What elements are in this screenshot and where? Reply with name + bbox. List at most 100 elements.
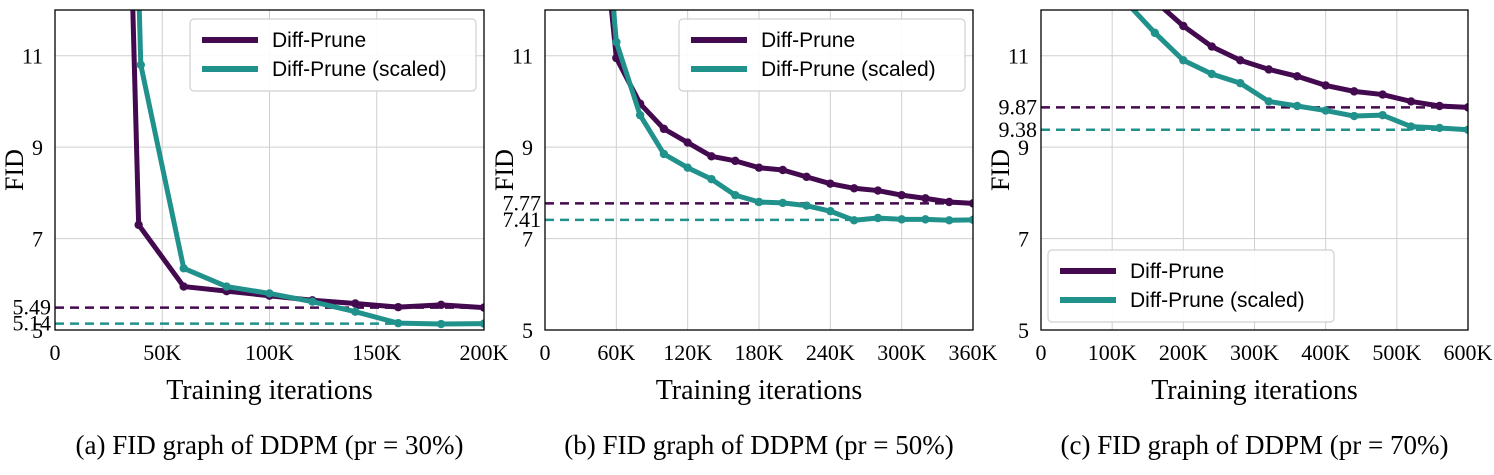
reference-line-label: 7.41 <box>503 207 542 232</box>
x-tick-label: 200K <box>460 340 509 365</box>
x-tick-label: 400K <box>1301 340 1350 365</box>
data-point <box>826 179 835 188</box>
plot-area <box>545 10 973 225</box>
data-point <box>683 163 692 172</box>
x-tick-label: 0 <box>50 340 61 365</box>
data-point <box>802 172 811 182</box>
data-point <box>136 60 145 70</box>
data-point <box>179 282 188 291</box>
data-point <box>849 216 859 225</box>
chart-panel-2: 0 60K 120K 180K 240K 300K 360K 5 7 9 11 Training it… <box>490 9 998 460</box>
data-point <box>635 110 645 120</box>
data-point <box>1406 122 1416 131</box>
reference-line-label: 5.49 <box>13 295 52 320</box>
series-line <box>1130 10 1468 133</box>
chart-panel-3: 0 100K 200K 300K 400K 500K 600K 5 7 9 11 Training i… <box>986 0 1493 460</box>
y-tick-label: 11 <box>512 44 533 69</box>
data-point <box>265 289 274 298</box>
chart-caption: (c) FID graph of DDPM (pr = 70%) <box>1061 430 1449 460</box>
data-point <box>436 300 446 310</box>
data-point <box>659 124 669 134</box>
legend-label: Diff-Prune <box>1130 260 1224 283</box>
data-point <box>179 264 188 273</box>
data-point <box>1435 101 1444 111</box>
reference-line-label: 9.87 <box>999 94 1038 119</box>
y-tick-label: 7 <box>1018 227 1029 252</box>
data-point <box>351 299 360 308</box>
plot-area <box>55 10 484 329</box>
x-axis-label: Training iterations <box>166 375 373 406</box>
y-axis-label: FID <box>0 149 29 191</box>
data-point <box>436 319 446 329</box>
data-point <box>1236 56 1245 65</box>
series-line <box>1161 10 1468 110</box>
x-axis-label: Training iterations <box>656 375 863 406</box>
data-point <box>1151 0 1159 5</box>
data-point <box>1463 125 1468 134</box>
data-point <box>1179 21 1188 31</box>
data-point <box>1293 101 1302 111</box>
data-point <box>394 302 403 312</box>
data-point <box>921 194 930 203</box>
legend-label: Diff-Prune (scaled) <box>272 58 447 81</box>
x-tick-label: 100K <box>1088 340 1137 365</box>
x-axis-label: Training iterations <box>1151 375 1358 406</box>
data-point <box>308 297 317 306</box>
data-point <box>897 215 906 224</box>
x-tick-label: 50K <box>143 340 181 365</box>
data-point <box>897 190 906 200</box>
data-point <box>826 206 835 216</box>
data-point <box>707 152 716 161</box>
x-tick-label: 0 <box>1036 340 1047 365</box>
plot-frame <box>1040 9 1469 331</box>
legend-box <box>1047 249 1335 323</box>
x-tick-label: 120K <box>663 340 712 365</box>
data-point <box>1293 72 1302 81</box>
legend-label: Diff-Prune <box>761 29 855 52</box>
data-point <box>945 216 954 225</box>
y-tick-label: 9 <box>522 135 533 160</box>
data-point <box>394 318 403 328</box>
x-tick-label: 240K <box>806 340 855 365</box>
chart-caption: (b) FID graph of DDPM (pr = 50%) <box>564 430 953 460</box>
legend: Diff-Prune Diff-Prune (scaled) <box>678 18 966 92</box>
plot-frame <box>544 9 974 331</box>
data-point <box>778 198 787 208</box>
y-tick-label: 9 <box>1018 135 1029 160</box>
plot-area <box>1041 0 1468 134</box>
y-tick-label: 7 <box>32 227 43 252</box>
x-tick-label: 150K <box>352 340 401 365</box>
legend-label: Diff-Prune (scaled) <box>1130 289 1305 312</box>
data-point <box>1321 81 1330 90</box>
data-point <box>968 199 973 208</box>
data-point <box>968 215 973 225</box>
data-point <box>731 190 740 200</box>
data-point <box>1349 87 1359 96</box>
y-tick-label: 11 <box>1008 44 1029 69</box>
data-point <box>1435 123 1444 133</box>
data-point <box>1179 56 1188 65</box>
legend: Diff-Prune Diff-Prune (scaled) <box>1047 249 1335 323</box>
x-tick-label: 300K <box>1230 340 1279 365</box>
data-point <box>754 163 764 172</box>
data-point <box>1150 28 1160 38</box>
data-point <box>1406 97 1416 106</box>
data-point <box>802 201 811 210</box>
x-tick-label: 60K <box>597 340 635 365</box>
data-point <box>873 186 883 195</box>
series-line <box>136 10 484 327</box>
chart-panel-1: 0 50K 100K 150K 200K 5 7 9 11 Training iterations… <box>0 9 509 460</box>
data-point <box>612 37 621 47</box>
y-tick-label: 7 <box>522 227 533 252</box>
legend-label: Diff-Prune <box>272 29 366 52</box>
data-point <box>659 149 669 159</box>
data-point <box>1207 42 1217 51</box>
y-tick-label: 5 <box>522 318 533 343</box>
y-tick-label: 5 <box>1018 318 1029 343</box>
legend-box <box>189 18 477 92</box>
data-point <box>222 282 231 291</box>
y-axis-label: FID <box>986 149 1015 191</box>
data-point <box>1378 110 1387 120</box>
data-point <box>707 174 716 184</box>
